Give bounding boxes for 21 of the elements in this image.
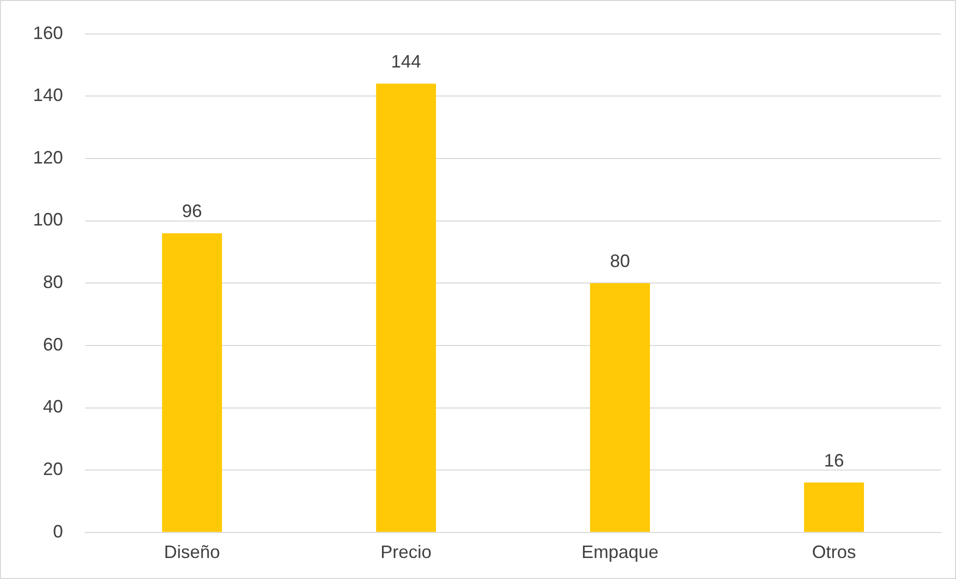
bar [376, 84, 436, 532]
y-tick-label: 120 [32, 147, 64, 168]
y-tick-label: 80 [43, 272, 64, 292]
y-tick-label: 60 [43, 334, 64, 354]
x-tick-label: Diseño [164, 542, 220, 562]
x-tick-label: Empaque [581, 542, 659, 562]
y-tick-label: 40 [43, 396, 64, 417]
y-tick-label: 20 [43, 459, 64, 480]
data-label: 16 [824, 450, 844, 471]
x-tick-label: Precio [380, 542, 432, 562]
y-tick-label: 0 [53, 521, 64, 542]
y-tick-label: 160 [32, 22, 64, 43]
data-label: 96 [182, 201, 202, 222]
data-label: 80 [610, 251, 630, 272]
y-tick-label: 100 [32, 210, 64, 230]
bar [804, 482, 864, 532]
y-tick-label: 140 [32, 85, 64, 106]
bar [590, 283, 650, 532]
x-tick-label: Otros [812, 542, 856, 562]
bar [162, 233, 222, 532]
data-label: 144 [390, 52, 422, 72]
